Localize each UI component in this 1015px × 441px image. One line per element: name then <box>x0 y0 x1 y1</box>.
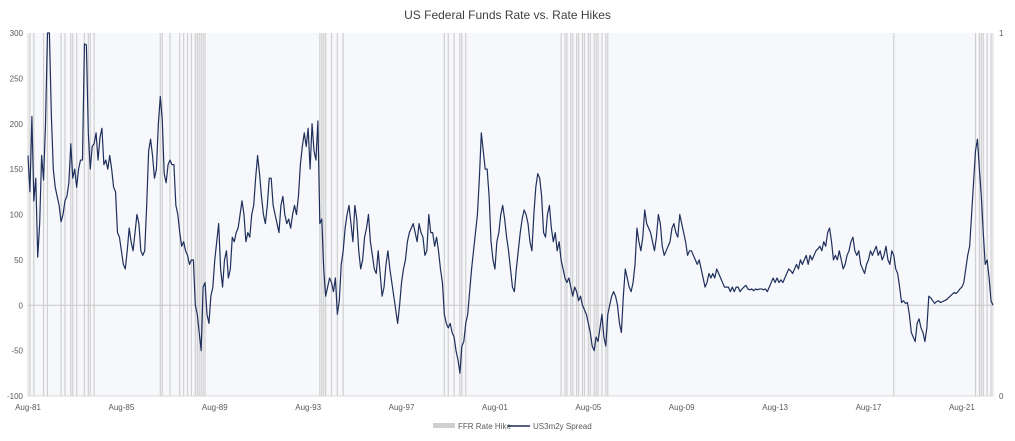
y2-tick-label: 0 <box>999 392 1004 401</box>
rate-hike-bar <box>593 33 595 396</box>
rate-hike-bar <box>93 33 95 396</box>
rate-hike-bar <box>183 33 185 396</box>
rate-hike-bar <box>87 33 89 396</box>
rate-hike-bar <box>581 33 584 396</box>
y-tick-label: -50 <box>11 347 23 356</box>
rate-hike-bar <box>64 33 66 396</box>
x-tick-label: Aug-05 <box>575 403 601 412</box>
y-tick-label: 150 <box>10 165 24 174</box>
rate-hike-bar <box>323 33 325 396</box>
rate-hike-bar <box>336 33 338 396</box>
x-tick-label: Aug-01 <box>482 403 508 412</box>
series-line-us3m2y <box>27 32 994 374</box>
rate-hike-bar <box>980 33 982 396</box>
y-tick-label: 250 <box>10 74 24 83</box>
rate-hike-bar <box>29 33 31 396</box>
rate-hike-bar <box>330 33 333 396</box>
legend-swatch-rate-hike <box>433 423 455 428</box>
rate-hike-bar <box>70 33 72 396</box>
rate-hike-bar <box>570 33 572 396</box>
rate-hike-bar <box>607 33 609 396</box>
chart-title: US Federal Funds Rate vs. Rate Hikes <box>404 8 611 22</box>
x-tick-label: Aug-97 <box>389 403 415 412</box>
plot-area <box>28 33 993 396</box>
rate-hike-bar <box>325 33 327 396</box>
rate-hike-bar <box>321 33 323 396</box>
x-tick-label: Aug-85 <box>108 403 134 412</box>
x-tick-label: Aug-93 <box>295 403 321 412</box>
rate-hike-bar <box>443 33 445 396</box>
x-tick-label: Aug-13 <box>762 403 788 412</box>
rate-hike-bar <box>461 33 463 396</box>
legend-label-spread: US3m2y Spread <box>533 422 592 431</box>
rate-hike-bar <box>576 33 578 396</box>
rate-hike-bar <box>605 33 607 396</box>
x-tick-label: Aug-21 <box>949 403 975 412</box>
y-tick-label: 100 <box>10 211 24 220</box>
y-tick-label: 50 <box>14 256 23 265</box>
rate-hike-bar <box>587 33 589 396</box>
rate-hike-bar <box>42 33 45 396</box>
rate-hike-bar <box>46 33 49 396</box>
rate-hike-bar <box>566 33 568 396</box>
x-tick-label: Aug-81 <box>15 403 41 412</box>
rate-hike-bar <box>974 33 977 396</box>
rate-hike-bar <box>597 33 599 396</box>
rate-hike-bar <box>202 33 204 396</box>
rate-hike-bar <box>204 33 206 396</box>
x-tick-label: Aug-89 <box>202 403 228 412</box>
y-tick-label: 0 <box>19 301 24 310</box>
x-tick-label: Aug-09 <box>669 403 695 412</box>
rate-hike-bar <box>465 33 467 396</box>
y-tick-label: 300 <box>10 29 24 38</box>
rate-hike-bar <box>190 33 193 396</box>
legend-label-rate-hike: FFR Rate Hike <box>458 422 511 431</box>
rate-hike-bar <box>89 33 91 396</box>
rate-hike-bar <box>978 33 980 396</box>
rate-hike-bar <box>572 33 574 396</box>
rate-hike-bar <box>186 33 189 396</box>
rate-hike-bar <box>564 33 566 396</box>
rate-hike-bar <box>982 33 984 396</box>
rate-hike-bar <box>179 33 181 396</box>
rate-hike-bar <box>200 33 202 396</box>
rate-hike-bar <box>453 33 455 396</box>
rate-hike-bar <box>459 33 461 396</box>
rate-hike-bar <box>76 33 78 396</box>
rate-hike-bar <box>583 33 586 396</box>
rate-hike-bar <box>560 33 562 396</box>
y-tick-label: -100 <box>7 392 24 401</box>
rate-hike-bar <box>60 33 62 396</box>
y-tick-label: 200 <box>10 120 24 129</box>
rate-hike-bar <box>196 33 198 396</box>
rate-hike-bar <box>83 33 86 396</box>
rate-hike-bar <box>986 33 988 396</box>
rate-hike-bar <box>447 33 449 396</box>
rate-hike-bar <box>577 33 580 396</box>
rate-hike-bar <box>589 33 591 396</box>
rate-hike-bar <box>990 33 992 396</box>
y2-tick-label: 1 <box>999 29 1004 38</box>
rate-hike-bar <box>169 33 171 396</box>
rate-hike-bar <box>159 33 161 396</box>
rate-hike-bar <box>72 33 74 396</box>
rate-hike-bar <box>342 33 344 396</box>
rate-hike-bar <box>198 33 200 396</box>
rate-hike-bar <box>33 33 35 396</box>
rate-hike-bar <box>601 33 603 396</box>
rate-hike-bar <box>893 33 895 396</box>
rate-hike-bar <box>595 33 597 396</box>
x-tick-label: Aug-17 <box>856 403 882 412</box>
rate-hike-bar <box>194 33 196 396</box>
rate-hike-bar <box>161 33 163 396</box>
